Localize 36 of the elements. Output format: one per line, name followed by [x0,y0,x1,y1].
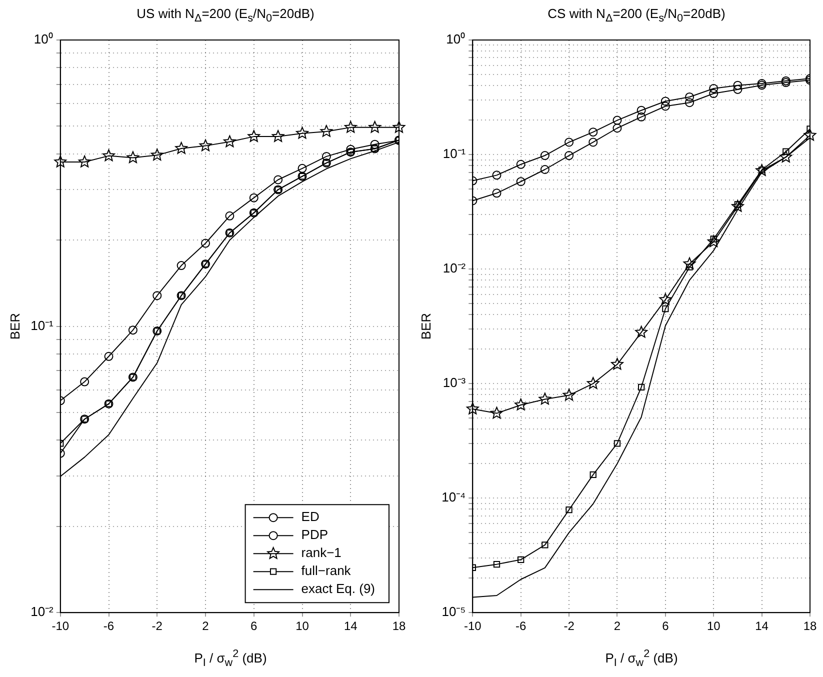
y-tick-label: 10⁰ [34,32,54,47]
legend-label: PDP [301,527,328,542]
chart-title: US with N$_{Δ}$=200 (E$_{s}$/N$_{0}$=20dB) [136,6,316,25]
chart-title: CS with N$_{Δ}$=200 (E$_{s}$/N$_{0}$=20dB) [546,6,726,25]
legend-label: full−rank [301,563,352,578]
x-axis-title: P$_{I}$ / σ$_{w}$$^{2}$ (dB) [604,648,679,669]
x-tick-label: -2 [152,619,163,634]
x-tick-label: 14 [344,619,358,634]
y-tick-label: 10⁻² [30,604,54,620]
x-axis-title: P$_{I}$ / σ$_{w}$$^{2}$ (dB) [193,648,268,669]
x-tick-label: 14 [755,619,769,634]
x-tick-label: 6 [662,619,670,634]
y-axis-title: BER [7,312,22,340]
x-tick-label: 10 [706,619,721,634]
x-tick-label: 18 [392,619,406,634]
x-tick-label: 2 [202,619,210,634]
x-tick-label: 2 [614,619,621,634]
y-tick-label: 10⁻⁴ [442,490,466,505]
x-tick-label: -6 [516,619,526,634]
y-tick-label: 10⁻¹ [442,146,466,162]
x-tick-label: -10 [52,619,70,634]
y-tick-label: 10⁻² [442,260,466,276]
x-tick-label: -6 [103,619,114,634]
x-tick-label: 6 [250,619,258,634]
y-axis-title: BER [418,312,434,340]
y-tick-label: 10⁰ [446,32,466,47]
legend-label: exact Eq. (9) [301,581,376,596]
x-tick-label: -10 [464,619,482,634]
legend-label: ED [301,509,320,524]
x-tick-label: -2 [564,619,575,634]
y-tick-label: 10⁻³ [442,375,466,390]
legend-label: rank−1 [301,545,342,560]
x-tick-label: 18 [803,619,817,634]
x-tick-label: 10 [296,619,310,634]
y-tick-label: 10⁻¹ [30,318,54,333]
y-tick-label: 10⁻⁵ [442,604,466,620]
